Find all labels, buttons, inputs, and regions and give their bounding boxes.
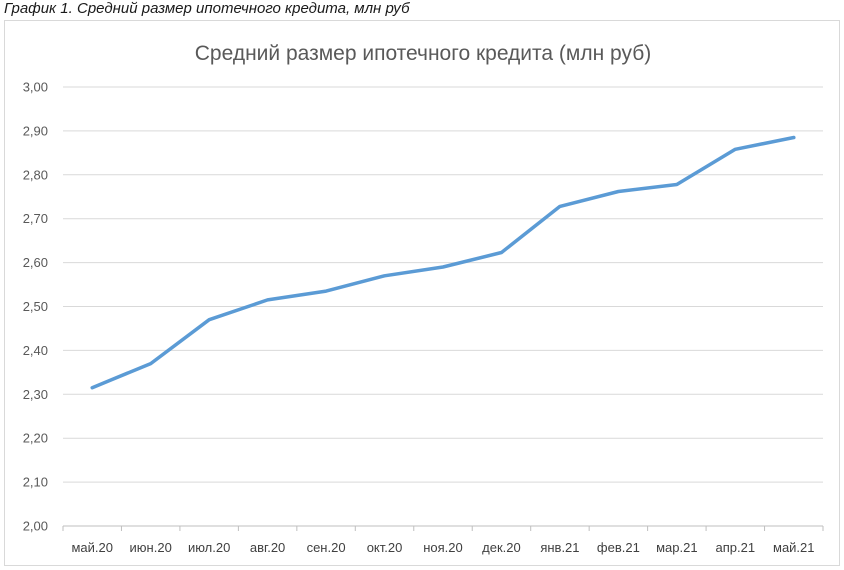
y-tick-label: 2,50 xyxy=(23,299,48,314)
y-tick-label: 2,90 xyxy=(23,123,48,138)
x-tick-label: ноя.20 xyxy=(423,540,463,555)
y-tick-label: 2,40 xyxy=(23,343,48,358)
x-tick-label: июн.20 xyxy=(130,540,172,555)
y-tick-label: 2,70 xyxy=(23,211,48,226)
x-tick-label: фев.21 xyxy=(597,540,640,555)
x-tick-label: май.21 xyxy=(773,540,815,555)
y-tick-label: 2,60 xyxy=(23,255,48,270)
x-tick-label: май.20 xyxy=(71,540,113,555)
chart-frame xyxy=(4,20,840,566)
x-tick-label: июл.20 xyxy=(188,540,230,555)
series-layer xyxy=(90,135,796,390)
y-axis: 2,00 2,10 2,20 2,30 2,40 2,50 2,60 2,70 2,80 2,90… xyxy=(23,80,48,534)
x-tick-label: апр.21 xyxy=(716,540,756,555)
y-tick-label: 2,20 xyxy=(23,431,48,446)
y-tick-label: 2,00 xyxy=(23,519,48,534)
gridlines xyxy=(63,86,823,483)
x-axis: май.20 июн.20 июл.20 авг.20 сен.20 окт.20 ноя.… xyxy=(62,525,824,555)
x-tick-label: дек.20 xyxy=(482,540,521,555)
figure-caption: График 1. Средний размер ипотечного кред… xyxy=(4,0,410,17)
y-tick-label: 2,80 xyxy=(23,167,48,182)
x-tick-label: сен.20 xyxy=(307,540,346,555)
y-tick-label: 3,00 xyxy=(23,80,48,95)
y-tick-label: 2,10 xyxy=(23,475,48,490)
y-tick-label: 2,30 xyxy=(23,387,48,402)
x-tick-label: янв.21 xyxy=(540,540,579,555)
chart-title: Средний размер ипотечного кредита (млн р… xyxy=(195,42,651,65)
x-tick-label: окт.20 xyxy=(367,540,403,555)
x-tick-label: мар.21 xyxy=(656,540,697,555)
x-tick-label: авг.20 xyxy=(250,540,285,555)
